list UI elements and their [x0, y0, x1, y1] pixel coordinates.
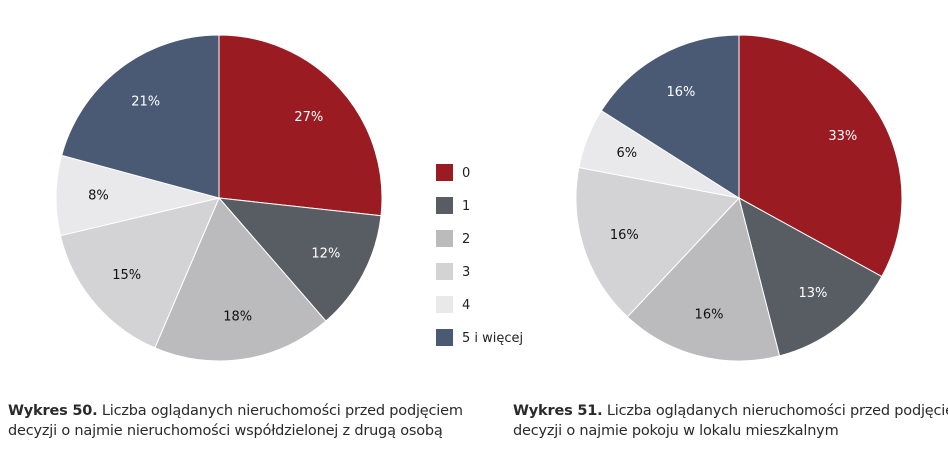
- caption-1-text-1: Liczba oglądanych nieruchomości przed po…: [101, 403, 463, 419]
- legend-label-1: 1: [462, 199, 470, 214]
- pie2-label-1: 13%: [798, 286, 827, 301]
- legend-swatch-1: [436, 197, 453, 214]
- pie1-label-2: 18%: [223, 310, 252, 325]
- pie1-label-0: 27%: [294, 110, 323, 125]
- pie1-label-1: 12%: [311, 246, 340, 261]
- pie2-slice-3: [575, 166, 740, 318]
- caption-2-line-1: Wykres 51. Liczba oglądanych nieruchomoś…: [513, 401, 948, 421]
- caption-2-line-2: decyzji o najmie pokoju w lokalu mieszka…: [513, 423, 839, 439]
- pie-chart-2: 33% 13% 16% 16% 6% 16%: [575, 34, 903, 362]
- pie1-slice-0: [218, 34, 383, 217]
- pie1-label-3: 15%: [112, 268, 141, 283]
- pie2-slice-1: [738, 197, 883, 357]
- pie-chart-1: 27% 12% 18% 15% 8% 21%: [55, 34, 383, 362]
- pie2-label-3: 16%: [610, 228, 639, 243]
- legend-swatch-0: [436, 164, 453, 181]
- pie2-slice-5-i-wi-cej: [600, 34, 740, 199]
- legend: 0 1 2 3 4 5 i więcej: [436, 164, 523, 346]
- caption-chart-2: Wykres 51. Liczba oglądanych nieruchomoś…: [513, 401, 948, 441]
- pie1-slice-2: [154, 197, 327, 362]
- legend-label-3: 3: [462, 265, 470, 280]
- caption-1-line-2: decyzji o najmie nieruchomości współdzie…: [8, 423, 443, 439]
- pie1-slice-1: [217, 197, 382, 322]
- caption-1-label: Wykres 50.: [8, 403, 98, 419]
- caption-2-text-1: Liczba oglądanych nieruchomości przed po…: [606, 403, 948, 419]
- pie1-label-4: 8%: [88, 189, 109, 204]
- legend-label-0: 0: [462, 166, 470, 181]
- legend-swatch-5-i-wi-cej: [436, 329, 453, 346]
- caption-chart-1: Wykres 50. Liczba oglądanych nieruchomoś…: [8, 401, 463, 441]
- pie2-label-2: 16%: [695, 307, 724, 322]
- pie1-slice-5-i-wi-cej: [61, 34, 220, 199]
- legend-swatch-3: [436, 263, 453, 280]
- legend-swatch-2: [436, 230, 453, 247]
- caption-1-line-1: Wykres 50. Liczba oglądanych nieruchomoś…: [8, 401, 463, 421]
- pie2-slice-0: [738, 34, 903, 278]
- pie2-label-5-i-wi-cej: 16%: [666, 85, 695, 100]
- pie2-label-0: 33%: [828, 129, 857, 144]
- legend-label-4: 4: [462, 298, 470, 313]
- pie2-label-4: 6%: [617, 146, 638, 161]
- pie2-slice-2: [626, 196, 781, 362]
- pie1-label-5-i-wi-cej: 21%: [131, 95, 160, 110]
- pie1-slice-3: [59, 197, 220, 349]
- legend-label-5-i-wi-cej: 5 i więcej: [462, 331, 523, 346]
- legend-swatch-4: [436, 296, 453, 313]
- caption-2-label: Wykres 51.: [513, 403, 603, 419]
- legend-label-2: 2: [462, 232, 470, 247]
